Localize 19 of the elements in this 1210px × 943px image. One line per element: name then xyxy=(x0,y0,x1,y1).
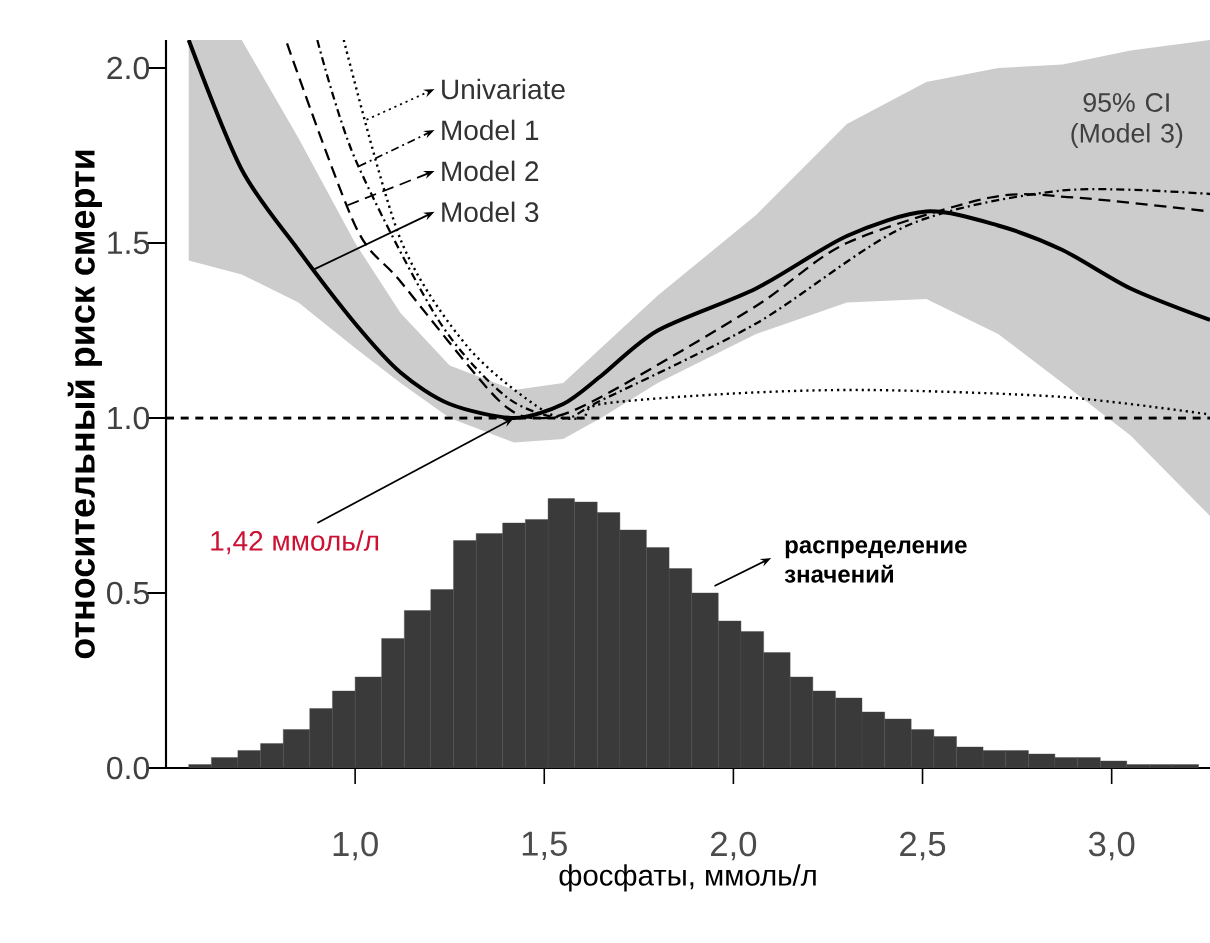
annotation: 1,42 ммоль/л xyxy=(211,530,379,555)
y-tick-label: 0.0 xyxy=(107,756,150,780)
legend-label: Univariate xyxy=(442,78,565,100)
y-axis-title: относительный риск смерти xyxy=(67,150,102,659)
x-tick-label: 1,5 xyxy=(522,831,567,861)
x-tick-label: 2,5 xyxy=(900,831,946,861)
x-tick-label: 1,0 xyxy=(333,831,378,861)
legend-label: Model 3 xyxy=(442,201,539,223)
legend-label: Model 2 xyxy=(442,160,539,182)
y-tick-label: 1.0 xyxy=(108,406,150,430)
y-tick-label: 2.0 xyxy=(107,56,150,80)
y-tick-label: 1.5 xyxy=(108,231,149,255)
legend-label: Model 1 xyxy=(442,119,539,141)
annotation: 95% CI (Model 3) xyxy=(1071,93,1183,148)
x-tick-label: 2,0 xyxy=(711,831,757,861)
annotation: распределение значений xyxy=(784,540,967,583)
x-axis-title: фосфаты, ммоль/л xyxy=(559,864,816,892)
y-tick-label: 0.5 xyxy=(107,581,149,605)
x-tick-label: 3,0 xyxy=(1088,831,1135,861)
